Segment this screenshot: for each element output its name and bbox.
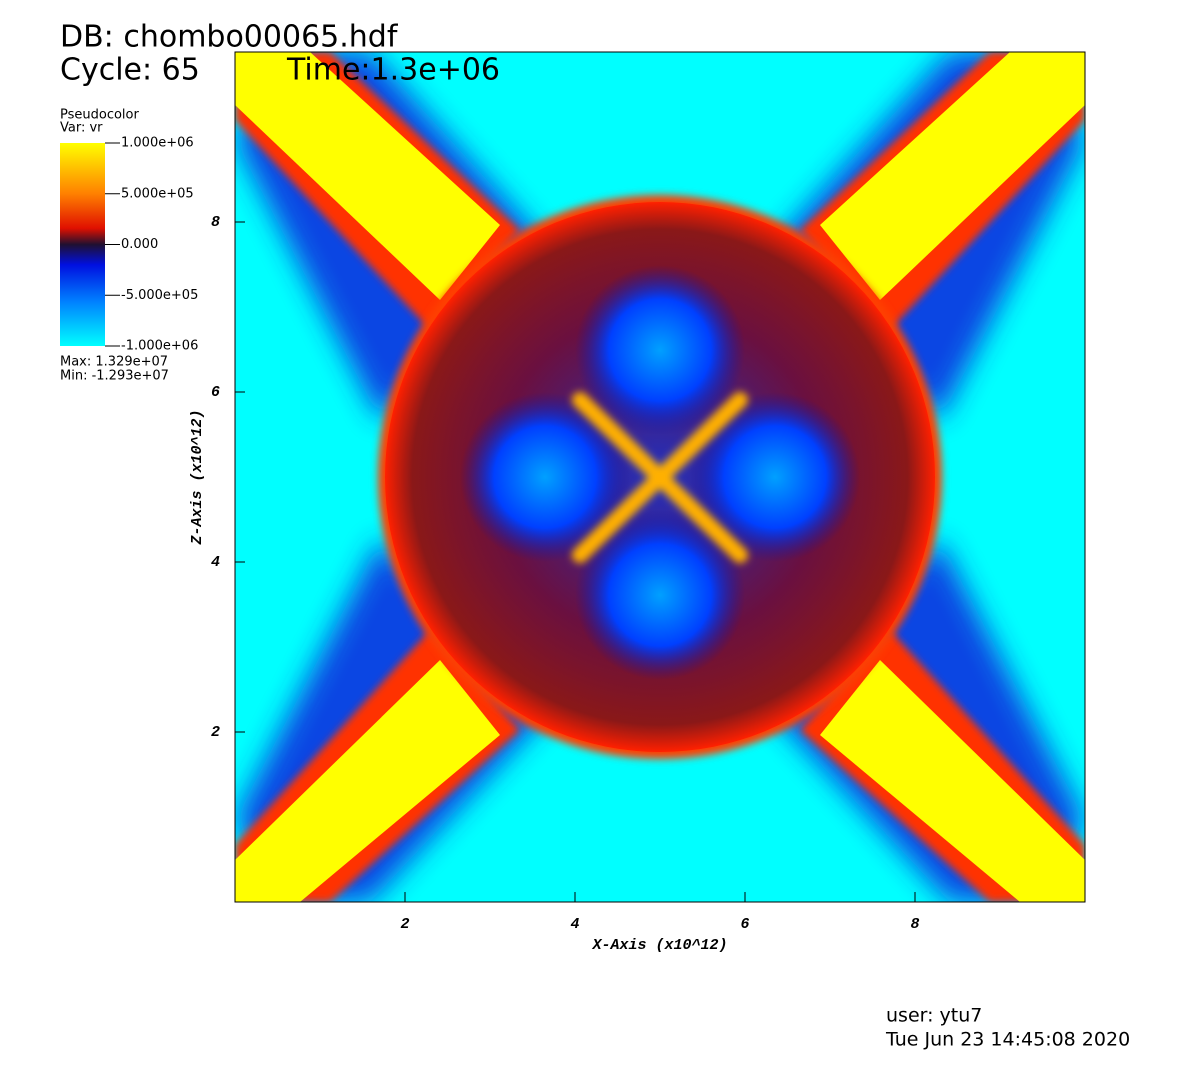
y-axis-label: Z-Axis (x10^12) xyxy=(189,409,206,545)
colorbar-tick-label: 1.000e+06 xyxy=(121,136,194,151)
x-tick-label: 6 xyxy=(740,916,749,933)
legend-title: Pseudocolor xyxy=(60,108,139,123)
user-label: user: ytu7 xyxy=(886,1005,982,1027)
y-tick-label: 8 xyxy=(211,214,220,231)
colorbar-tick-label: -1.000e+06 xyxy=(121,339,198,354)
x-tick-label: 2 xyxy=(400,916,409,933)
colorbar xyxy=(60,143,105,346)
legend-min: Min: -1.293e+07 xyxy=(60,369,169,384)
colorbar-tick-label: -5.000e+05 xyxy=(121,288,198,303)
legend-var: Var: vr xyxy=(60,121,103,136)
y-tick-label: 6 xyxy=(211,384,220,401)
cycle-label: Cycle: 65 xyxy=(60,53,200,88)
time-label: Time:1.3e+06 xyxy=(286,53,500,88)
y-tick-label: 4 xyxy=(211,554,220,571)
plot-frame xyxy=(234,51,1086,903)
colorbar-tick-label: 0.000 xyxy=(121,237,158,252)
colorbar-tick-label: 5.000e+05 xyxy=(121,186,194,201)
x-axis-label: X-Axis (x10^12) xyxy=(591,937,727,954)
date-label: Tue Jun 23 14:45:08 2020 xyxy=(885,1029,1130,1051)
db-label: DB: chombo00065.hdf xyxy=(60,20,399,55)
legend-max: Max: 1.329e+07 xyxy=(60,355,168,370)
x-tick-label: 4 xyxy=(570,916,579,933)
field-image xyxy=(235,52,1085,902)
x-tick-label: 8 xyxy=(910,916,919,933)
y-tick-label: 2 xyxy=(211,724,220,741)
